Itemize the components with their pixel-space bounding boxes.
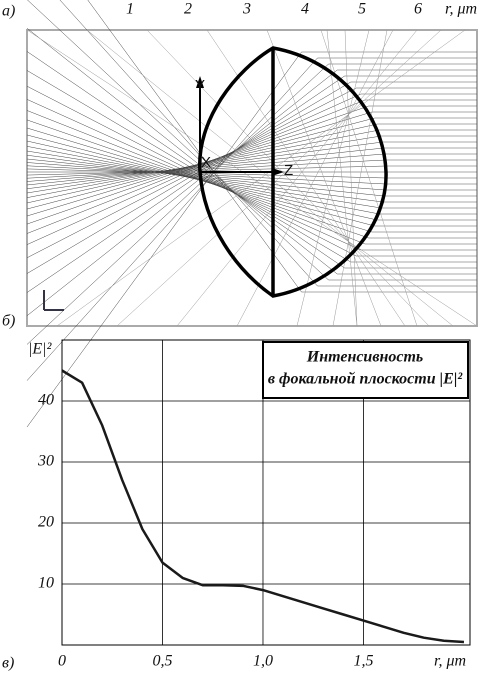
ray <box>26 147 384 186</box>
ray <box>26 85 357 257</box>
ray <box>26 69 338 316</box>
ray <box>266 29 382 327</box>
ray <box>26 119 369 239</box>
x-tick-label: 0,5 <box>152 653 172 670</box>
ray <box>176 29 418 327</box>
ray <box>332 29 388 327</box>
ray <box>26 123 378 204</box>
ray <box>26 168 386 179</box>
ray <box>26 110 366 245</box>
rays <box>26 0 478 428</box>
ray <box>320 29 418 327</box>
ray <box>26 99 361 251</box>
axis-name: Y <box>195 77 205 94</box>
ray <box>26 51 345 269</box>
top-tick-label: 1 <box>126 1 134 18</box>
ray <box>146 29 430 327</box>
top-tick-label: 6 <box>414 1 422 18</box>
ray <box>26 57 318 381</box>
ray <box>26 159 386 179</box>
legend-box <box>262 341 469 399</box>
ray <box>26 75 345 293</box>
ray <box>236 29 394 327</box>
x-tick-label: 1,0 <box>253 653 273 670</box>
ray <box>59 0 318 287</box>
x-tick-label: 1,5 <box>353 653 373 670</box>
top-tick-label: 5 <box>358 1 366 18</box>
ray <box>26 141 383 190</box>
ray <box>26 51 302 428</box>
legend-text: Интенсивность <box>306 349 423 366</box>
ray <box>26 29 478 327</box>
ray <box>27 0 329 281</box>
ray <box>26 129 380 198</box>
top-tick-label: 3 <box>242 1 251 18</box>
y-tick-label: 20 <box>38 514 54 531</box>
ray <box>206 29 406 327</box>
ray <box>86 29 454 327</box>
x-axis-label: r, μm <box>434 653 466 670</box>
ray <box>344 29 358 327</box>
ray <box>26 63 329 345</box>
data-line <box>61 369 465 644</box>
ray <box>26 70 351 263</box>
ray <box>87 0 302 293</box>
axis-name: X <box>201 154 211 171</box>
ray <box>26 28 338 275</box>
x-tick-label: 0 <box>58 653 66 670</box>
ray <box>296 29 370 327</box>
top-tick-label: 2 <box>184 1 192 18</box>
panel-label: в) <box>2 655 14 672</box>
ray <box>116 29 442 327</box>
ray <box>26 154 383 203</box>
y-tick-label: 10 <box>38 575 54 592</box>
ray <box>56 29 466 327</box>
lens <box>198 46 388 298</box>
panel-label: а) <box>2 3 15 20</box>
ray <box>26 158 384 197</box>
top-tick-label: 4 <box>301 1 309 18</box>
ray <box>326 29 358 327</box>
y-tick-label: 30 <box>37 453 54 470</box>
y-tick-label: 40 <box>38 392 54 409</box>
y-axis-label: |E|² <box>28 341 53 358</box>
panel-label: б) <box>2 313 15 330</box>
arrowhead <box>272 168 284 176</box>
axis-name: Z <box>284 162 293 179</box>
ray <box>26 165 386 185</box>
axis-unit: r, μm <box>445 1 477 18</box>
arrowhead <box>196 76 204 88</box>
legend-text: в фокальной плоскости |E|² <box>268 371 463 388</box>
